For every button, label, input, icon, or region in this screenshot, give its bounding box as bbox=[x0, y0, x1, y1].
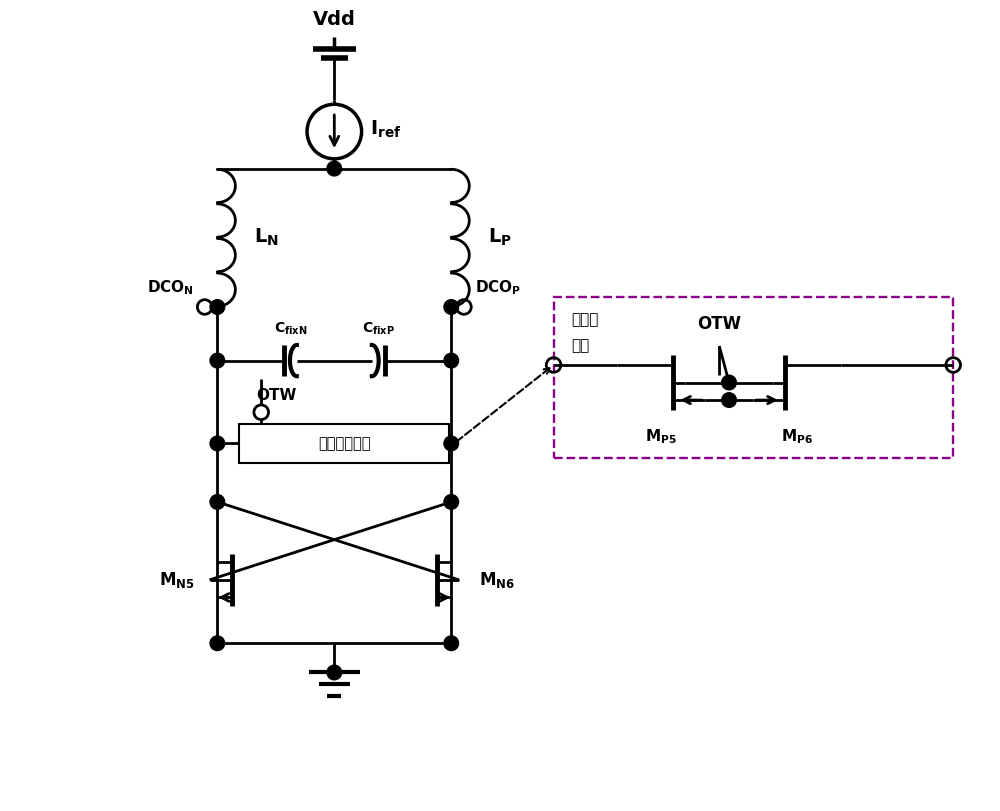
FancyBboxPatch shape bbox=[554, 298, 953, 458]
Circle shape bbox=[444, 495, 459, 509]
Text: $\mathbf{M_{N6}}$: $\mathbf{M_{N6}}$ bbox=[479, 570, 515, 590]
Circle shape bbox=[444, 636, 459, 650]
Text: $\mathbf{I_{ref}}$: $\mathbf{I_{ref}}$ bbox=[370, 119, 402, 140]
Circle shape bbox=[210, 636, 225, 650]
FancyBboxPatch shape bbox=[239, 424, 449, 463]
Circle shape bbox=[444, 300, 459, 315]
Circle shape bbox=[722, 375, 736, 390]
Text: $\mathbf{DCO_P}$: $\mathbf{DCO_P}$ bbox=[475, 278, 521, 298]
Text: $\mathbf{DCO_N}$: $\mathbf{DCO_N}$ bbox=[147, 278, 194, 298]
Text: Vdd: Vdd bbox=[313, 11, 356, 29]
Circle shape bbox=[210, 354, 225, 368]
Circle shape bbox=[210, 495, 225, 509]
Circle shape bbox=[327, 161, 342, 176]
Text: $\mathbf{C_{fixN}}$: $\mathbf{C_{fixN}}$ bbox=[274, 321, 307, 337]
Text: 可变电容阵列: 可变电容阵列 bbox=[318, 436, 370, 451]
Circle shape bbox=[722, 393, 736, 407]
Circle shape bbox=[210, 300, 225, 315]
Text: $\mathbf{C_{fixP}}$: $\mathbf{C_{fixP}}$ bbox=[362, 321, 395, 337]
Text: 变容管: 变容管 bbox=[571, 312, 599, 327]
Text: $\mathbf{L_N}$: $\mathbf{L_N}$ bbox=[254, 227, 279, 248]
Text: OTW: OTW bbox=[256, 388, 297, 402]
Circle shape bbox=[210, 436, 225, 451]
Circle shape bbox=[444, 436, 459, 451]
Circle shape bbox=[444, 354, 459, 368]
Text: $\mathbf{M_{P5}}$: $\mathbf{M_{P5}}$ bbox=[645, 427, 677, 446]
Text: $\mathbf{M_{N5}}$: $\mathbf{M_{N5}}$ bbox=[159, 570, 195, 590]
Text: 单元: 单元 bbox=[571, 338, 589, 353]
Circle shape bbox=[327, 665, 342, 680]
Text: $\mathbf{M_{P6}}$: $\mathbf{M_{P6}}$ bbox=[781, 427, 813, 446]
Text: $\mathbf{L_P}$: $\mathbf{L_P}$ bbox=[488, 227, 512, 248]
Text: OTW: OTW bbox=[697, 315, 741, 333]
